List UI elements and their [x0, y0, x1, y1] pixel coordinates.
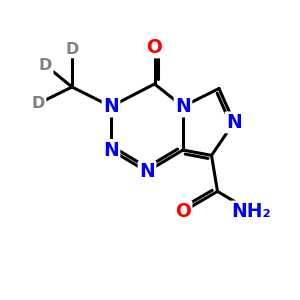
Text: O: O	[147, 38, 162, 57]
Text: D: D	[65, 42, 79, 57]
Text: N: N	[103, 97, 119, 116]
Text: D: D	[32, 96, 45, 111]
Text: N: N	[175, 97, 191, 116]
Text: D: D	[39, 58, 52, 73]
Text: N: N	[226, 113, 242, 132]
Text: N: N	[139, 162, 155, 181]
Text: O: O	[175, 202, 191, 221]
Text: N: N	[103, 140, 119, 160]
Text: NH₂: NH₂	[232, 202, 271, 221]
